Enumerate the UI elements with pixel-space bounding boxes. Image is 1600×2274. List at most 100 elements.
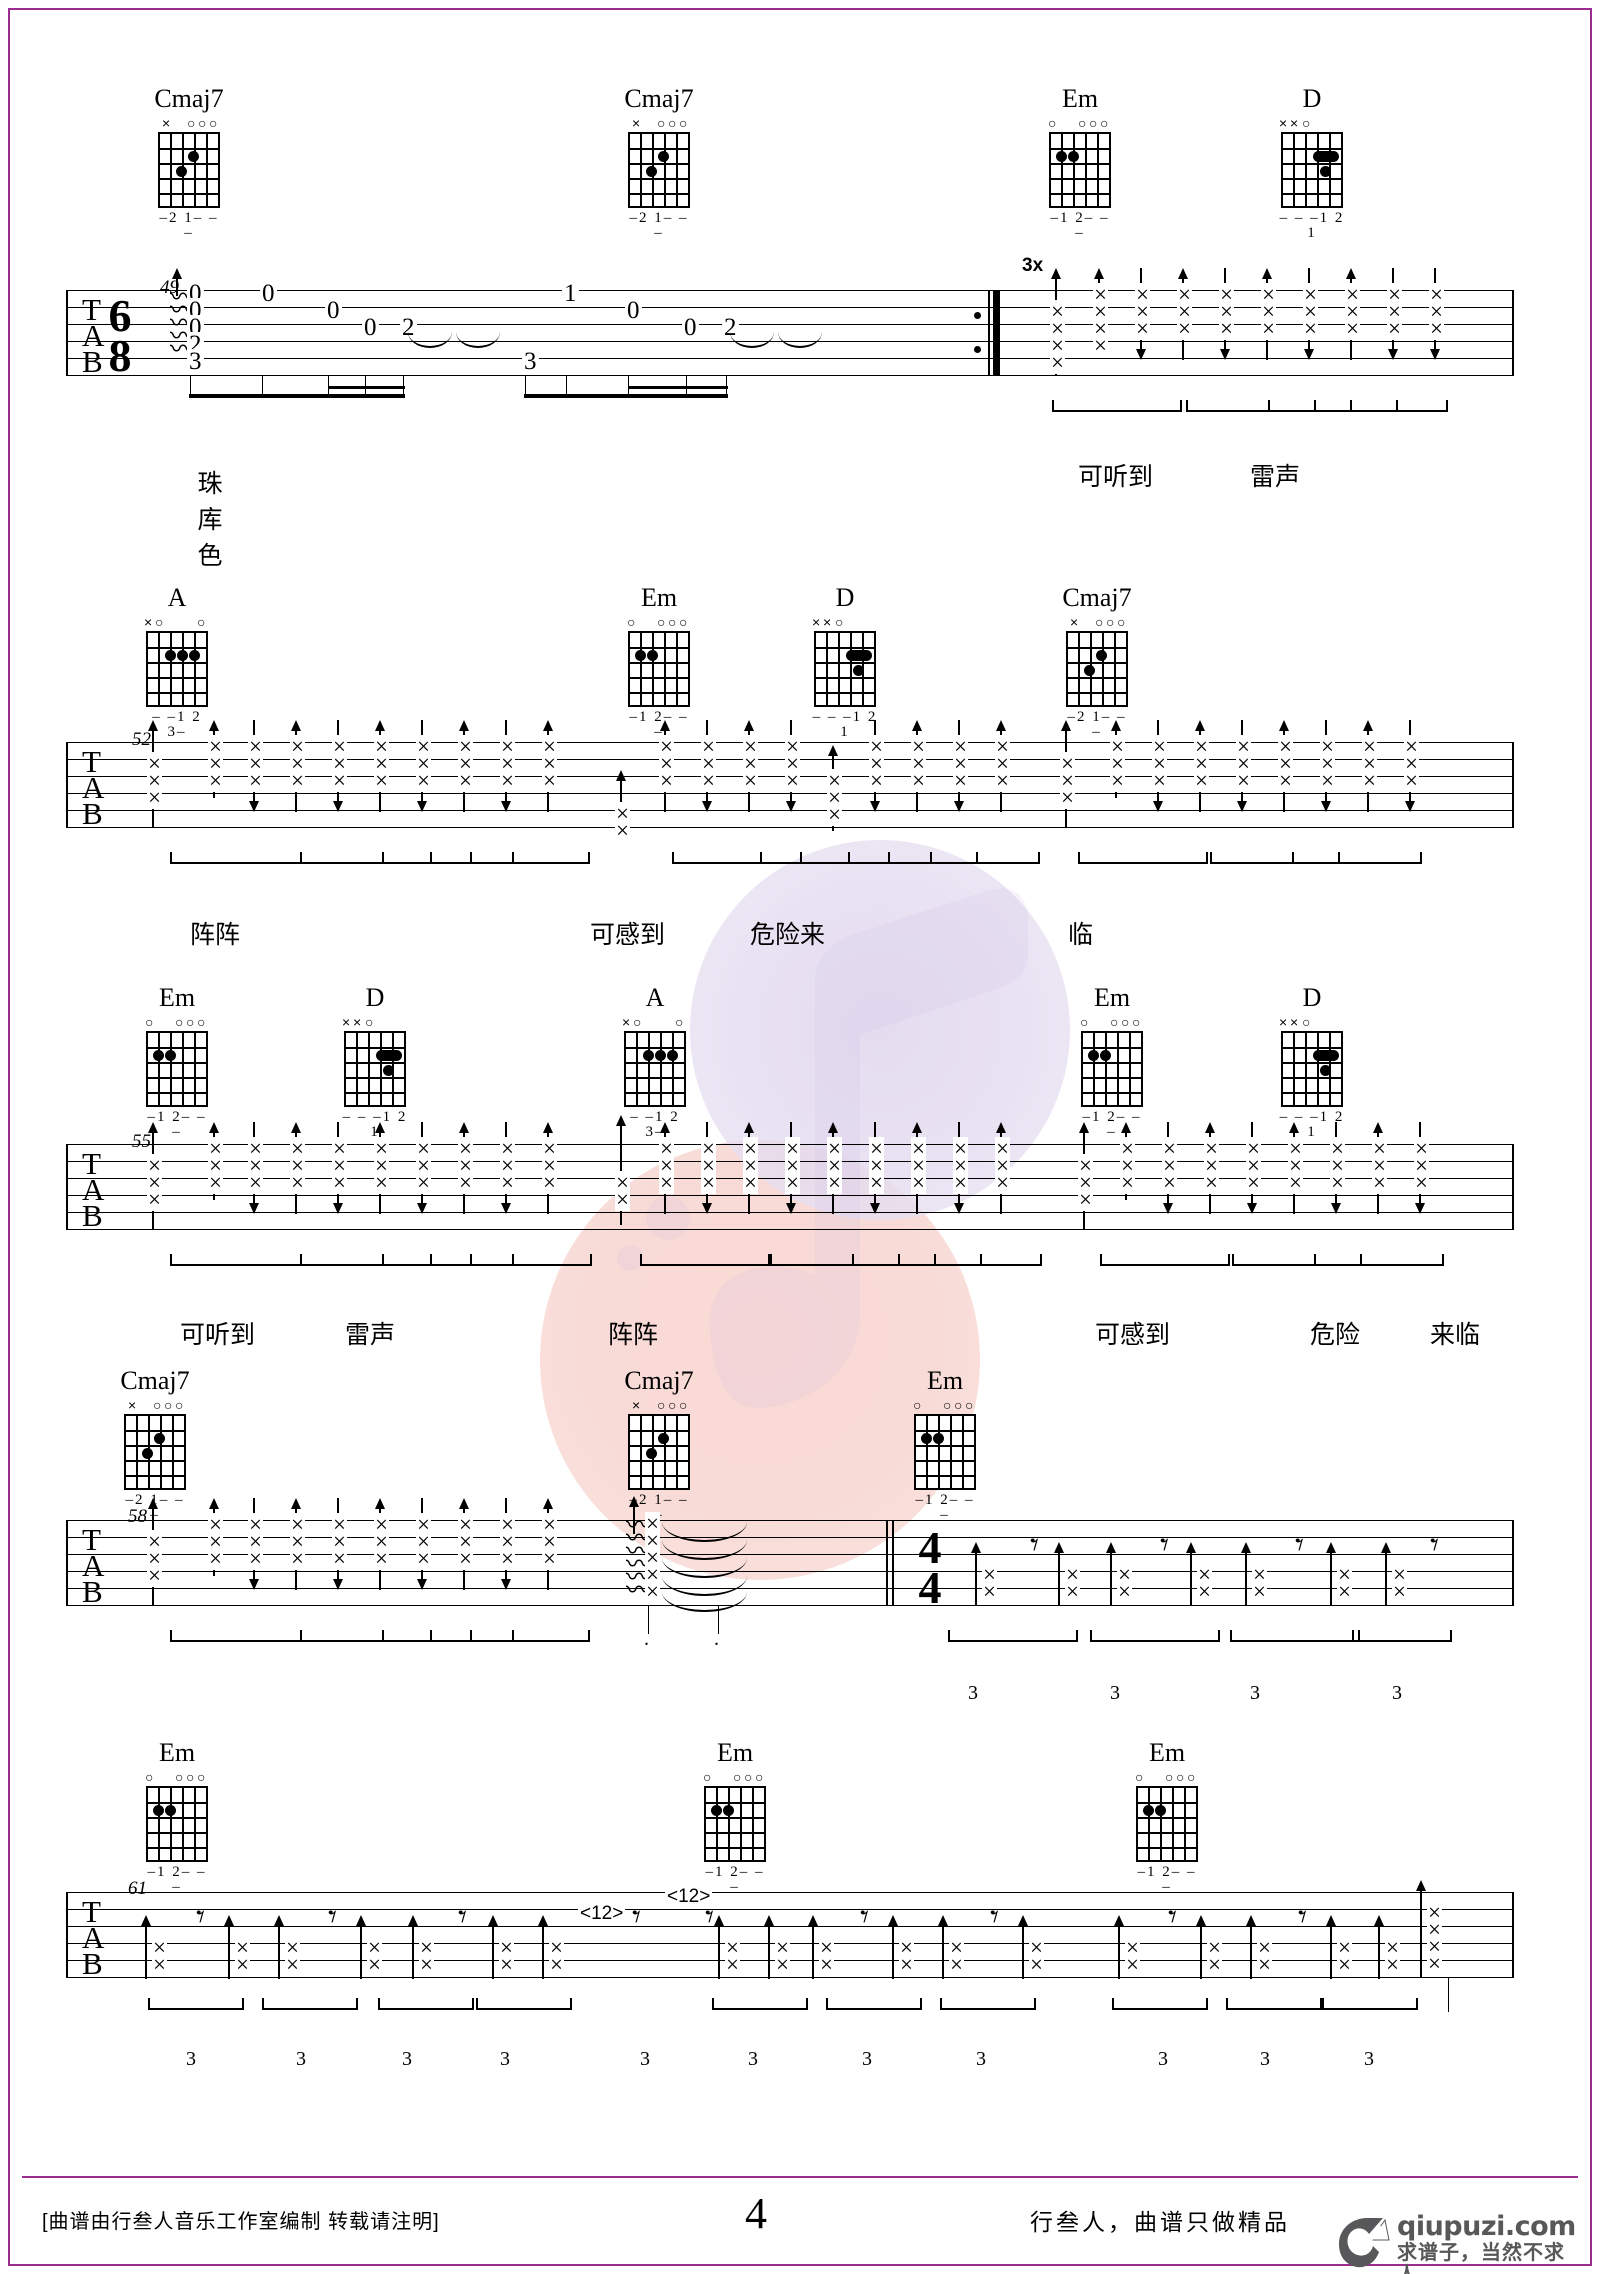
chord-grid: [1136, 1786, 1198, 1862]
chord-grid: [1281, 132, 1343, 208]
tie: [778, 332, 822, 348]
chord-grid: [158, 132, 220, 208]
lyric-line: 临: [1068, 921, 1094, 949]
lyric-line: 危险: [1310, 1321, 1361, 1349]
chord-open-mute-marks: ○ ○ ○ ○: [145, 1014, 206, 1030]
rhythm-number: 3: [862, 2048, 872, 2070]
chord-diagram-em: Em ○ ○ ○ ○ –1 2– – –: [1043, 86, 1117, 241]
chord-open-mute-marks: × ○ ○ ○: [1070, 614, 1126, 630]
tab-staff-5: [66, 1892, 1514, 1978]
chord-grid: [628, 1414, 690, 1490]
chord-name: Cmaj7: [624, 1366, 694, 1395]
chord-fingering: –2 1– – –: [1067, 709, 1127, 740]
tab-note: 0: [260, 280, 277, 307]
chord-fingering: – –1 2 3–: [630, 1109, 680, 1140]
chord-open-mute-marks: ○ ○ ○ ○: [703, 1769, 764, 1785]
chord-diagram-cmaj7-4: Cmaj7 × ○ ○ ○ –2 1– – –: [118, 1368, 192, 1523]
chord-diagram-em-4: Em ○ ○ ○ ○ –1 2– – –: [1075, 985, 1149, 1140]
lyric-line: 雷声: [345, 1321, 396, 1349]
chord-open-mute-marks: ○ ○ ○ ○: [1048, 115, 1109, 131]
chord-name: Em: [1148, 1738, 1186, 1767]
measure-number: 52: [132, 729, 151, 750]
chord-open-mute-marks: ○ ○ ○ ○: [145, 1769, 206, 1785]
chord-diagram-em-2: Em ○ ○ ○ ○ –1 2– – –: [622, 585, 696, 740]
chord-open-mute-marks: ○ ○ ○ ○: [1135, 1769, 1196, 1785]
qiupuzi-logo[interactable]: qiupuzi.com 求谱子，当然不求人: [1335, 2211, 1585, 2274]
logo-domain-text: qiupuzi.com: [1397, 2211, 1576, 2242]
rhythm-number: 3: [1392, 1682, 1402, 1704]
rhythm-number: 3: [640, 2048, 650, 2070]
footer-divider: [22, 2176, 1578, 2178]
chord-grid: [344, 1031, 406, 1107]
arpeggio-squiggle: 〰〰〰〰〰: [170, 283, 197, 365]
tab-note: 0: [325, 297, 342, 324]
chord-diagram-d: D × × ○ – – –1 2 1: [1275, 86, 1349, 241]
chord-grid: [814, 631, 876, 707]
chord-open-mute-marks: × × ○: [342, 1014, 374, 1030]
chord-diagram-d-4: D × × ○ – – –1 2 1: [1275, 985, 1349, 1140]
measure-number: 58: [128, 1506, 147, 1527]
chord-name: A: [167, 583, 187, 612]
let-ring-curve: [662, 1592, 747, 1612]
chord-grid: [1281, 1031, 1343, 1107]
measure-number: 49: [160, 277, 179, 298]
time-signature-4-4: 4 4: [918, 1522, 942, 1613]
chord-diagram-em-5: Em ○ ○ ○ ○ –1 2– – –: [908, 1368, 982, 1523]
chord-grid: [624, 1031, 686, 1107]
lyric-line: 来临: [1430, 1321, 1481, 1349]
tab-clef-letters: T A B: [82, 292, 105, 380]
chord-name: Cmaj7: [1062, 583, 1132, 612]
chord-fingering: –1 2– – –: [705, 1864, 765, 1895]
time-signature-6-8: 6 8: [108, 290, 132, 381]
chord-open-mute-marks: × ○ ○ ○: [128, 1397, 184, 1413]
lyric-line: 可听到: [1078, 463, 1154, 491]
chord-diagram-em-7: Em ○ ○ ○ ○ –1 2– – –: [698, 1740, 772, 1895]
chord-grid: [146, 1786, 208, 1862]
measure-number: 61: [128, 1878, 147, 1899]
tab-clef-letters: T A B: [82, 1894, 105, 1982]
chord-fingering: – – –1 2 1: [1279, 210, 1345, 241]
footer-credit-left: [曲谱由行叁人音乐工作室编制 转载请注明]: [42, 2211, 440, 2233]
tab-note: 1: [562, 280, 579, 307]
lyric-vertical: 珠库色: [197, 470, 223, 570]
chord-fingering: –1 2– – –: [629, 709, 689, 740]
chord-name: Em: [716, 1738, 754, 1767]
chord-open-mute-marks: × ○ ○ ○: [632, 115, 688, 131]
harmonic-marker: <12>: [578, 1903, 626, 1924]
chord-name: A: [645, 983, 665, 1012]
chord-fingering: – – –1 2 1: [1279, 1109, 1345, 1140]
chord-diagram-cmaj7: Cmaj7 × ○ ○ ○ –2 1– – –: [152, 86, 226, 241]
tie: [408, 332, 452, 348]
chord-fingering: – –1 2 3–: [152, 709, 202, 740]
arpeggio-squiggle: 〰〰〰〰〰〰: [626, 1511, 653, 1606]
tab-clef-letters: T A B: [82, 1522, 105, 1610]
harmonic-marker: <12>: [665, 1886, 713, 1907]
chord-diagram-cmaj7-3: Cmaj7 × ○ ○ ○ –2 1– – –: [1060, 585, 1134, 740]
chord-diagram-a-2: A × ○ ○ – –1 2 3–: [618, 985, 692, 1140]
chord-open-mute-marks: ○ ○ ○ ○: [913, 1397, 974, 1413]
chord-name: Em: [640, 583, 678, 612]
tab-note: 0: [362, 314, 379, 341]
chord-name: Em: [158, 1738, 196, 1767]
chord-fingering: –1 2– – –: [147, 1109, 207, 1140]
rhythm-number: 3: [402, 2048, 412, 2070]
lyric-line: 雷声: [1250, 463, 1301, 491]
repeat-count-label: 3x: [1022, 255, 1044, 276]
rhythm-number: 3: [976, 2048, 986, 2070]
lyric-line: 阵阵: [190, 921, 241, 949]
tab-staff-4: [66, 1520, 1514, 1606]
chord-name: D: [835, 583, 855, 612]
chord-grid: [1049, 132, 1111, 208]
chord-open-mute-marks: × ○ ○: [144, 614, 206, 630]
rhythm-number: 3: [748, 2048, 758, 2070]
chord-open-mute-marks: ○ ○ ○ ○: [1080, 1014, 1141, 1030]
chord-grid: [124, 1414, 186, 1490]
chord-open-mute-marks: × ○ ○ ○: [632, 1397, 688, 1413]
measure-number: 55: [132, 1131, 151, 1152]
chord-fingering: – – –1 2 1: [342, 1109, 408, 1140]
chord-grid: [1081, 1031, 1143, 1107]
tab-note: 3: [187, 348, 204, 375]
chord-open-mute-marks: ○ ○ ○ ○: [627, 614, 688, 630]
chord-name: Em: [158, 983, 196, 1012]
